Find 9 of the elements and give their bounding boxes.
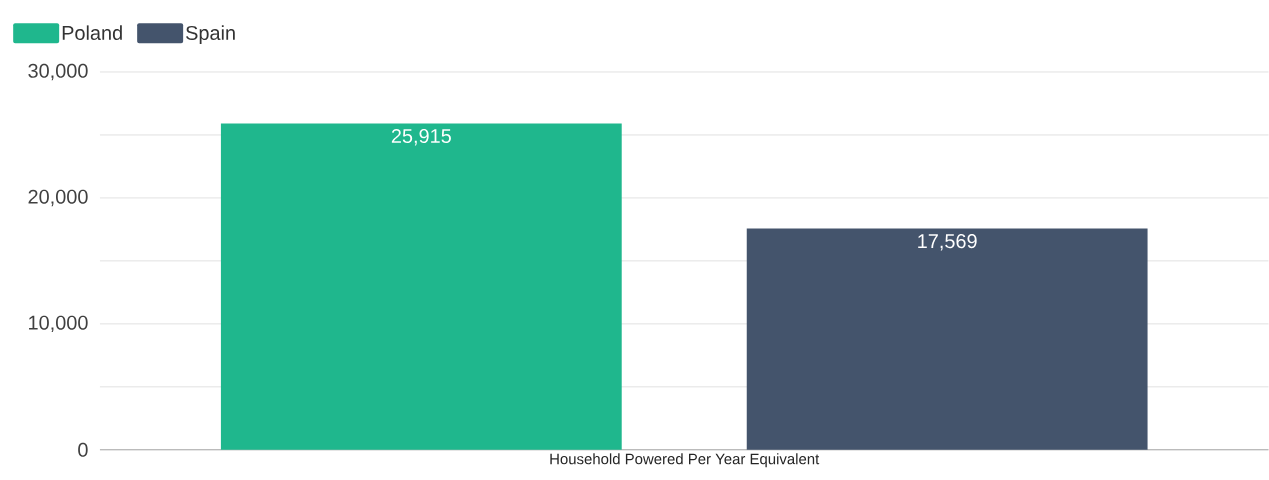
y-tick-label: 30,000: [28, 63, 88, 81]
x-tick-label: Household Powered Per Year Equivalent: [550, 453, 820, 468]
y-tick-label: 20,000: [28, 189, 88, 207]
data-label: 25,915: [391, 129, 451, 146]
y-tick-label: 10,000: [29, 315, 88, 333]
legend-label: Spain: [186, 25, 235, 45]
y-tick-label: 0: [78, 442, 88, 457]
data-label: 17,569: [918, 234, 977, 251]
legend-label: Poland: [62, 25, 122, 41]
